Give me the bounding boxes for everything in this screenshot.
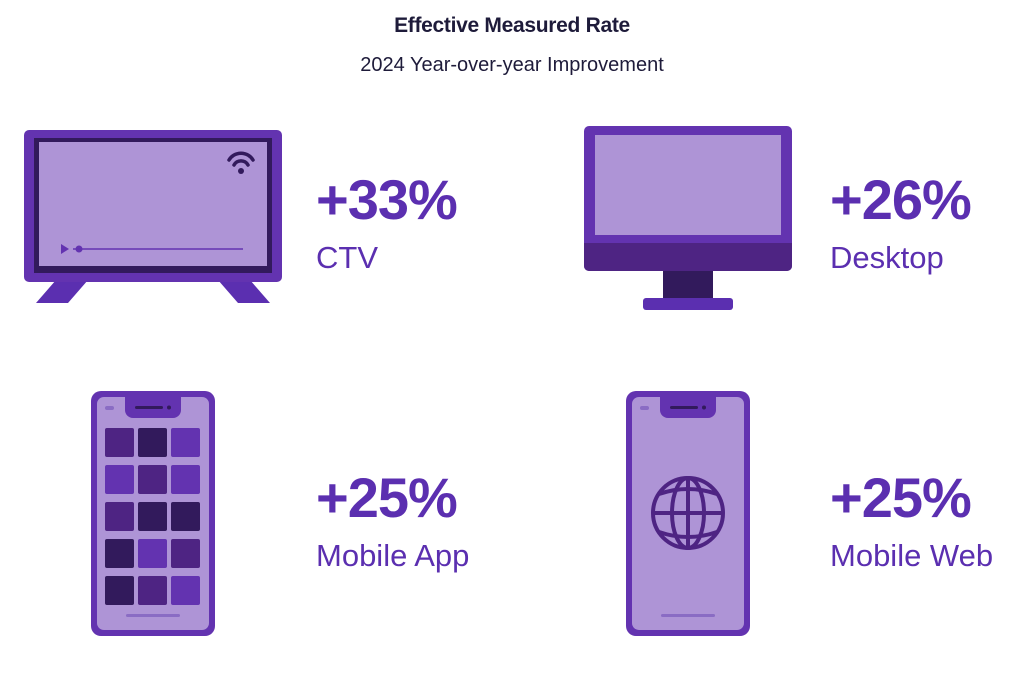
stat-value: +25% (830, 466, 972, 529)
page-title: Effective Measured Rate (394, 14, 630, 37)
stat-mobile-app: +25% Mobile App (316, 466, 470, 573)
mobile-globe-icon (626, 391, 750, 636)
page-subtitle: 2024 Year-over-year Improvement (360, 54, 664, 76)
desktop-monitor-icon (584, 126, 792, 310)
stat-label: Mobile Web (830, 538, 994, 573)
stat-desktop: +26% Desktop (830, 168, 972, 275)
stat-value: +33% (316, 168, 458, 231)
tv-icon (24, 130, 282, 303)
stat-label: Desktop (830, 240, 944, 275)
stat-value: +25% (316, 466, 458, 529)
stat-label: Mobile App (316, 538, 470, 573)
stat-value: +26% (830, 168, 972, 231)
stat-mobile-web: +25% Mobile Web (830, 466, 994, 573)
mobile-app-grid-icon (91, 391, 215, 636)
stat-label: CTV (316, 240, 378, 275)
stat-ctv: +33% CTV (316, 168, 458, 275)
